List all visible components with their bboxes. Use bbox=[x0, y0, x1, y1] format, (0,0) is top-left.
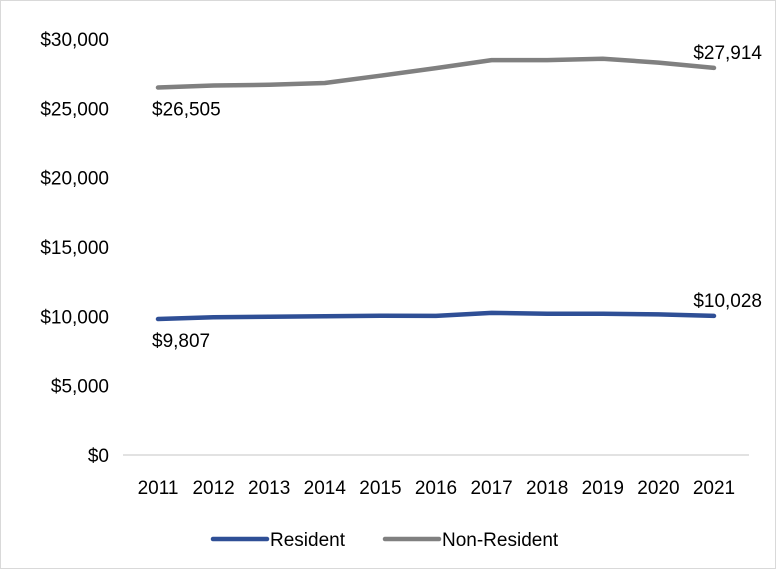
x-tick-label: 2018 bbox=[526, 478, 568, 499]
data-label: $27,914 bbox=[693, 43, 762, 64]
y-tick-label: $25,000 bbox=[40, 99, 109, 120]
x-tick-label: 2016 bbox=[415, 478, 457, 499]
data-labels: $9,807 $10,028 $26,505 $27,914 bbox=[152, 43, 762, 352]
series-line-non-resident bbox=[155, 56, 717, 90]
x-axis-ticks: 2011 2012 2013 2014 2015 2016 2017 2018 2019 2020… bbox=[138, 478, 736, 499]
y-tick-label: $20,000 bbox=[40, 169, 109, 190]
legend-label: Non-Resident bbox=[442, 530, 559, 551]
data-label: $10,028 bbox=[693, 291, 762, 312]
x-tick-label: 2011 bbox=[138, 478, 179, 499]
x-tick-label: 2012 bbox=[192, 478, 234, 499]
y-tick-label: $10,000 bbox=[40, 307, 109, 328]
y-tick-label: $30,000 bbox=[40, 30, 109, 51]
y-axis-ticks: $0 $5,000 $10,000 $15,000 $20,000 $25,000 $30,… bbox=[40, 30, 109, 467]
legend: Resident Non-Resident bbox=[210, 530, 559, 551]
x-tick-label: 2019 bbox=[582, 478, 624, 499]
x-tick-label: 2020 bbox=[637, 478, 679, 499]
x-tick-label: 2013 bbox=[248, 478, 290, 499]
y-tick-label: $0 bbox=[88, 446, 109, 467]
y-tick-label: $15,000 bbox=[40, 238, 109, 259]
series-lines bbox=[155, 56, 717, 322]
data-label: $9,807 bbox=[152, 331, 210, 352]
x-tick-label: 2021 bbox=[693, 478, 735, 499]
legend-label: Resident bbox=[270, 530, 346, 551]
data-label: $26,505 bbox=[152, 99, 221, 120]
x-tick-label: 2015 bbox=[359, 478, 401, 499]
y-tick-label: $5,000 bbox=[51, 377, 109, 398]
x-tick-label: 2014 bbox=[304, 478, 347, 499]
series-line-resident bbox=[155, 310, 717, 322]
x-tick-label: 2017 bbox=[470, 478, 512, 499]
